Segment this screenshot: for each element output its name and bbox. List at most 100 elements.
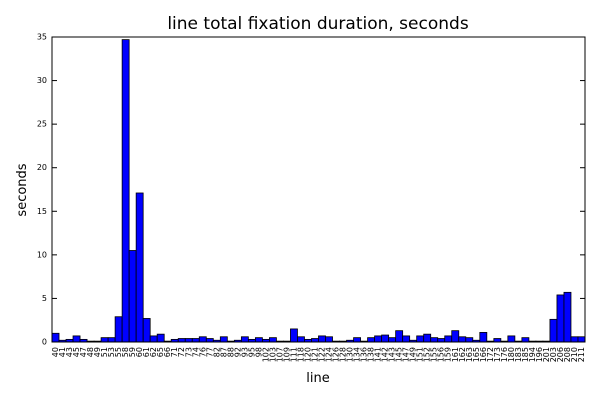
- bar: [311, 338, 319, 343]
- x-tick-label: 82: [212, 347, 221, 357]
- x-tick-label: 121: [310, 347, 319, 362]
- bar: [416, 335, 425, 343]
- x-tick-label: 151: [416, 347, 425, 362]
- bar: [114, 316, 123, 343]
- x-tick-label: 60: [135, 347, 144, 357]
- bar: [563, 291, 572, 343]
- x-tick-label: 149: [409, 347, 418, 362]
- bar: [374, 335, 383, 343]
- x-tick-label: 102: [261, 347, 270, 362]
- bar: [367, 337, 376, 343]
- x-tick-label: 134: [353, 347, 362, 362]
- x-tick-label: 40: [51, 347, 60, 357]
- y-tick-label: 5: [42, 294, 47, 303]
- x-tick-label: 196: [535, 347, 544, 362]
- x-tick-label: 73: [184, 347, 193, 357]
- x-tick-label: 141: [374, 347, 383, 362]
- x-tick-label: 210: [570, 347, 579, 362]
- x-tick-label: 47: [79, 347, 88, 357]
- bar: [549, 318, 558, 343]
- bar: [72, 335, 81, 343]
- x-tick-label: 173: [493, 347, 502, 362]
- bar: [149, 335, 158, 343]
- x-tick-label: 98: [254, 347, 263, 357]
- bar: [430, 337, 439, 343]
- x-axis-label: line: [306, 371, 329, 386]
- x-tick-label: 62: [149, 347, 158, 357]
- bar: [121, 39, 130, 343]
- bar: [156, 333, 165, 343]
- x-tick-label: 88: [226, 347, 235, 357]
- x-tick-label: 45: [72, 347, 81, 357]
- bar: [269, 337, 277, 343]
- x-tick-label: 163: [465, 347, 474, 362]
- bar: [107, 337, 116, 343]
- bar: [240, 336, 249, 343]
- x-tick-label: 143: [388, 347, 397, 362]
- bar: [402, 335, 411, 343]
- bar: [507, 335, 516, 343]
- x-tick-label: 155: [430, 347, 439, 362]
- y-tick-label: 15: [37, 207, 47, 216]
- bar: [465, 337, 474, 343]
- y-tick-label: 30: [37, 76, 47, 85]
- x-tick-label: 107: [275, 347, 284, 362]
- bar: [191, 338, 200, 343]
- y-tick-label: 0: [42, 338, 47, 347]
- bar: [219, 336, 228, 343]
- plot-frame: [51, 36, 586, 343]
- x-tick-label: 166: [479, 347, 488, 362]
- y-tick-label: 20: [37, 163, 47, 172]
- x-tick-label: 92: [233, 347, 242, 357]
- x-tick-label: 145: [395, 347, 404, 362]
- x-tick-label: 203: [549, 347, 558, 362]
- x-tick-label: 58: [121, 347, 130, 357]
- x-tick-label: 87: [219, 347, 228, 357]
- x-tick-label: 161: [451, 347, 460, 362]
- y-axis-label: seconds: [15, 163, 30, 216]
- x-tick-label: 122: [318, 347, 327, 362]
- x-tick-label: 72: [177, 347, 186, 357]
- x-tick-label: 176: [500, 347, 509, 362]
- bar: [297, 336, 305, 343]
- bar: [128, 250, 137, 343]
- x-tick-label: 61: [142, 347, 151, 357]
- bar: [184, 338, 193, 343]
- x-tick-label: 59: [128, 347, 137, 357]
- x-tick-label: 194: [528, 347, 537, 362]
- bar: [479, 332, 488, 343]
- x-tick-label: 162: [458, 347, 467, 362]
- bar: [100, 337, 109, 343]
- x-tick-label: 48: [86, 347, 95, 357]
- x-tick-label: 185: [521, 347, 530, 362]
- bar: [556, 294, 565, 343]
- bar: [142, 318, 151, 343]
- bar: [290, 328, 298, 343]
- x-tick-label: 43: [65, 347, 74, 357]
- x-tick-label: 53: [107, 347, 116, 357]
- bar: [388, 337, 397, 343]
- bar: [177, 338, 186, 343]
- x-tick-label: 55: [114, 347, 123, 357]
- bar: [423, 333, 432, 343]
- bar: [353, 337, 361, 343]
- x-tick-label: 118: [296, 347, 305, 362]
- x-tick-label: 172: [486, 347, 495, 362]
- bar: [381, 334, 390, 343]
- x-tick-label: 136: [360, 347, 369, 362]
- bar: [325, 336, 333, 343]
- x-tick-label: 126: [332, 347, 341, 362]
- chart-title: line total fixation duration, seconds: [167, 14, 468, 34]
- x-tick-label: 211: [577, 347, 586, 362]
- bar: [51, 332, 60, 343]
- x-tick-label: 208: [563, 347, 572, 362]
- x-tick-label: 65: [156, 347, 165, 357]
- y-tick-label: 10: [37, 250, 47, 259]
- bar: [493, 338, 502, 343]
- x-tick-label: 147: [402, 347, 411, 362]
- bar: [198, 336, 207, 343]
- x-tick-label: 152: [423, 347, 432, 362]
- x-tick-label: 128: [339, 347, 348, 362]
- x-tick-label: 111: [289, 347, 298, 362]
